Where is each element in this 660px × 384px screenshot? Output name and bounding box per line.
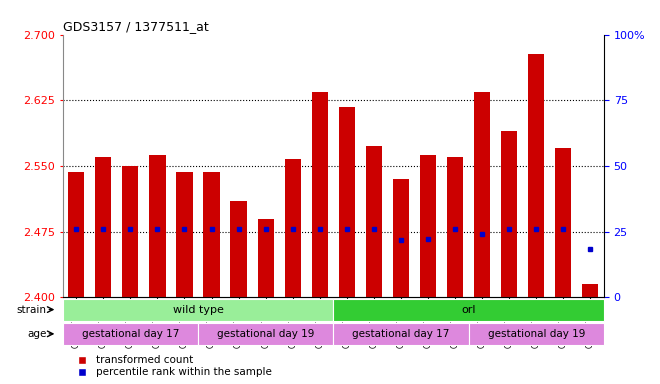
Bar <box>63 299 333 321</box>
Bar <box>582 284 599 298</box>
Bar <box>420 155 436 298</box>
Text: age: age <box>27 329 46 339</box>
Text: gestational day 19: gestational day 19 <box>217 329 314 339</box>
Bar <box>555 149 572 298</box>
Text: strain: strain <box>16 305 46 314</box>
Bar <box>284 159 301 298</box>
Bar <box>447 157 463 298</box>
Text: gestational day 19: gestational day 19 <box>488 329 585 339</box>
Bar <box>528 54 544 298</box>
Bar <box>149 155 166 298</box>
Bar <box>257 218 274 298</box>
Bar <box>198 323 333 345</box>
Bar <box>333 323 469 345</box>
Bar <box>122 166 139 298</box>
Bar <box>63 323 198 345</box>
Legend: transformed count, percentile rank within the sample: transformed count, percentile rank withi… <box>68 351 276 382</box>
Bar <box>339 107 355 298</box>
Bar <box>393 179 409 298</box>
Bar <box>230 201 247 298</box>
Text: gestational day 17: gestational day 17 <box>82 329 179 339</box>
Bar <box>366 146 382 298</box>
Bar <box>474 91 490 298</box>
Text: gestational day 17: gestational day 17 <box>352 329 449 339</box>
Bar <box>469 323 604 345</box>
Text: GDS3157 / 1377511_at: GDS3157 / 1377511_at <box>63 20 209 33</box>
Bar <box>203 172 220 298</box>
Text: wild type: wild type <box>172 305 224 314</box>
Bar <box>312 91 328 298</box>
Bar <box>176 172 193 298</box>
Bar <box>68 172 84 298</box>
Bar <box>95 157 112 298</box>
Bar <box>333 299 604 321</box>
Text: orl: orl <box>461 305 476 314</box>
Bar <box>501 131 517 298</box>
